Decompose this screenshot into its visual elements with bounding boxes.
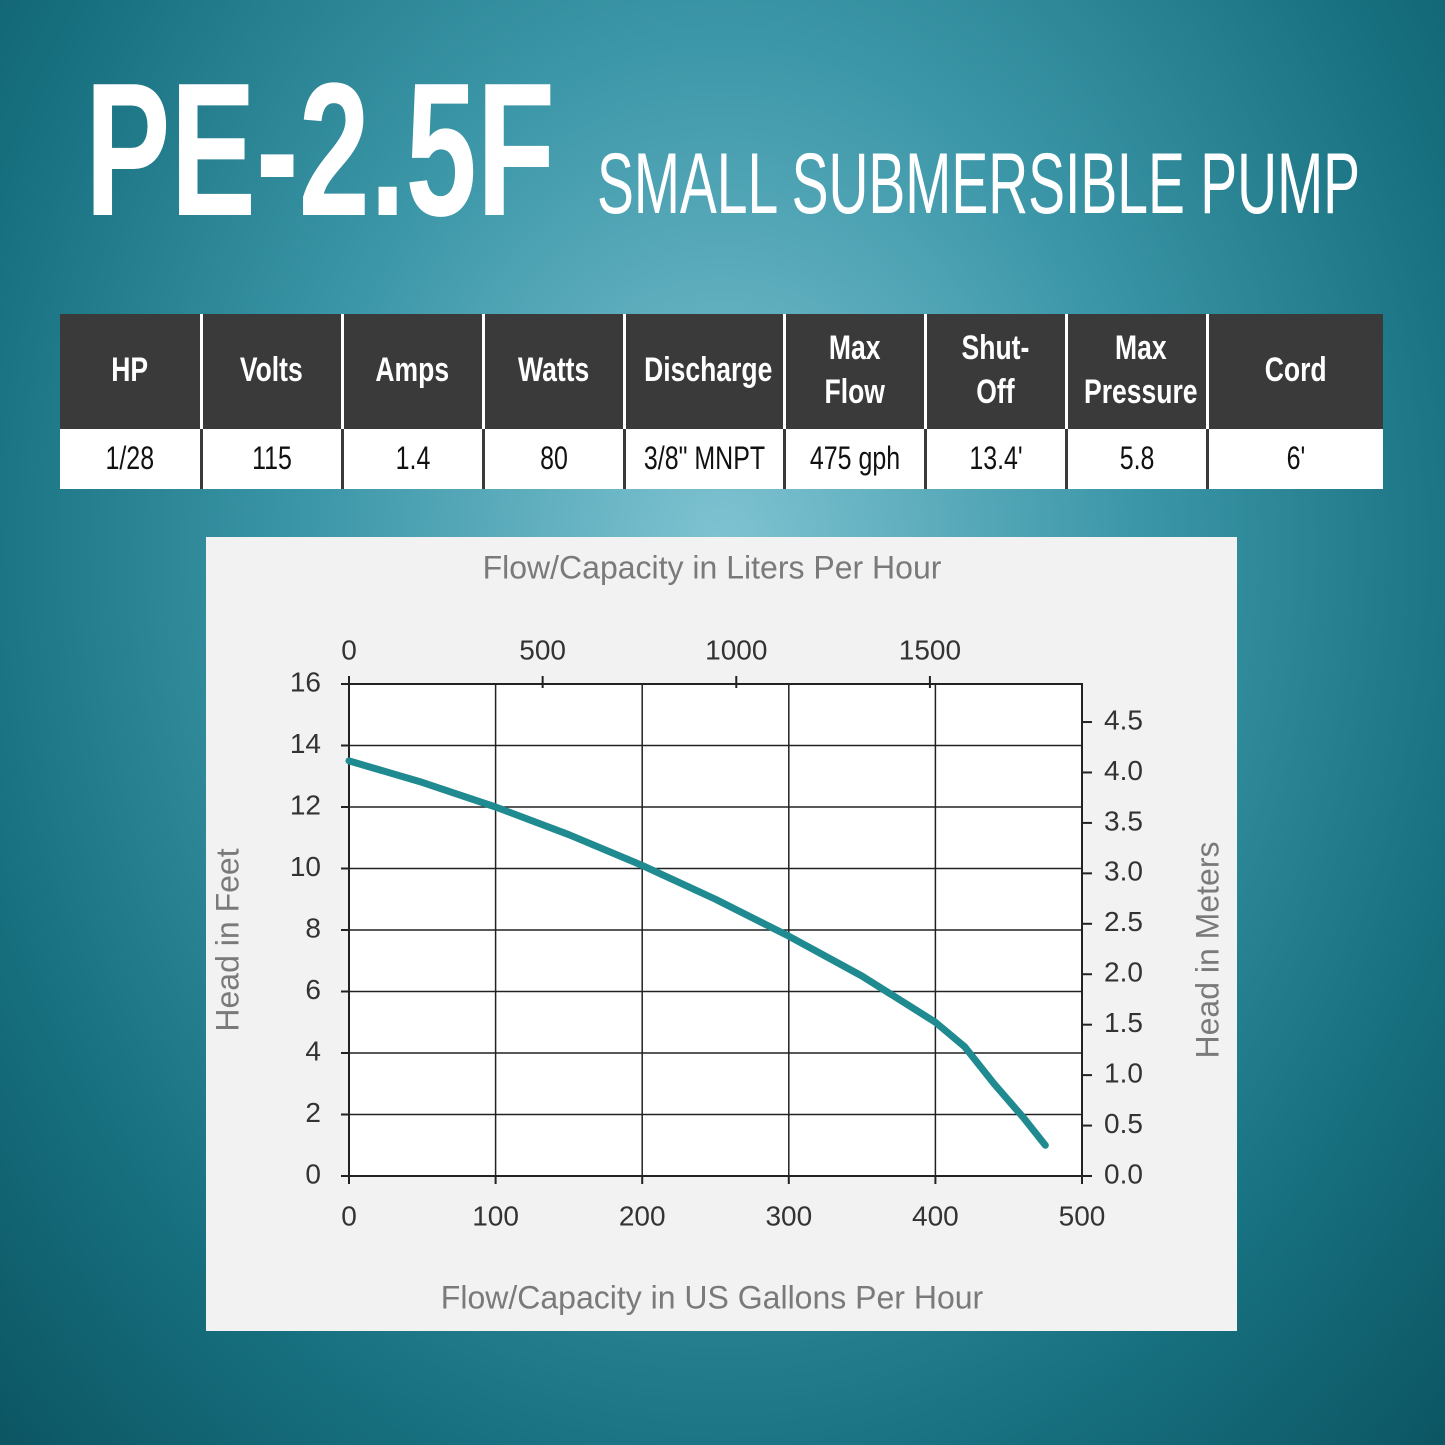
header-cell: Discharge [624, 314, 786, 428]
cell: 5.8 [1066, 426, 1210, 489]
y-tick-label: 4 [305, 1035, 321, 1066]
product-title: PE-2.5F [85, 44, 555, 256]
cell-text: 80 [539, 440, 568, 477]
header-cell: Amps [342, 314, 485, 428]
y2-tick-label: 0.0 [1104, 1158, 1143, 1189]
cell-text: 6' [1286, 440, 1306, 477]
header-text: HP [111, 350, 149, 389]
x2-tick-label: 0 [341, 634, 357, 665]
y-tick-label: 8 [305, 912, 321, 943]
header-cell: HP [60, 314, 203, 428]
y2-tick-label: 1.5 [1104, 1007, 1143, 1038]
header-text: Discharge [643, 350, 773, 389]
x-tick-label: 100 [472, 1200, 519, 1231]
cell: 6' [1207, 426, 1383, 489]
y2-tick-label: 2.5 [1104, 906, 1143, 937]
header-text: Max Pressure [1083, 328, 1198, 411]
cell: 115 [201, 426, 344, 489]
x-tick-label: 200 [619, 1200, 666, 1231]
y2-tick-label: 2.0 [1104, 957, 1143, 988]
y-tick-label: 2 [305, 1097, 321, 1128]
cell: 1.4 [342, 426, 485, 489]
y-axis-title: Head in Feet [209, 848, 245, 1031]
header-text: Amps [375, 350, 450, 389]
x2-tick-label: 1500 [899, 634, 961, 665]
cell-text: 1/28 [105, 440, 155, 477]
x-axis-title: Flow/Capacity in US Gallons Per Hour [441, 1279, 984, 1315]
x-tick-label: 0 [341, 1200, 357, 1231]
header-text: Volts [240, 350, 304, 389]
y2-axis-title: Head in Meters [1189, 842, 1225, 1059]
x-tick-label: 400 [912, 1200, 959, 1231]
cell-text: 1.4 [395, 440, 430, 477]
cell: 13.4' [925, 426, 1068, 489]
y2-tick-label: 3.0 [1104, 856, 1143, 887]
y2-tick-label: 3.5 [1104, 805, 1143, 836]
y2-tick-label: 4.5 [1104, 704, 1143, 735]
pump-curve [345, 757, 1049, 1149]
product-subtitle: SMALL SUBMERSIBLE PUMP [597, 136, 1360, 232]
spec-table: HP Volts Amps Watts Discharge Max Flow S… [60, 314, 1383, 489]
header-text: Watts [518, 350, 590, 389]
y2-tick-label: 1.0 [1104, 1058, 1143, 1089]
y-tick-label: 0 [305, 1158, 321, 1189]
x2-tick-label: 1000 [705, 634, 767, 665]
cell: 1/28 [60, 426, 203, 489]
cell: 475 gph [784, 426, 927, 489]
x-tick-label: 300 [765, 1200, 812, 1231]
y-tick-label: 10 [290, 851, 321, 882]
plot-frame [348, 683, 1083, 1177]
header-text: Max Flow [824, 328, 885, 411]
cell-text: 13.4' [969, 440, 1023, 477]
header-cell: Max Pressure [1066, 314, 1210, 428]
cell: 3/8" MNPT [624, 426, 786, 489]
y-tick-label: 12 [290, 789, 321, 820]
y-tick-label: 16 [290, 666, 321, 697]
x2-tick-label: 500 [519, 634, 566, 665]
y-tick-label: 6 [305, 974, 321, 1005]
cell: 80 [483, 426, 626, 489]
x-tick-label: 500 [1059, 1200, 1106, 1231]
header-cell: Watts [483, 314, 626, 428]
header-cell: Volts [201, 314, 344, 428]
cell-text: 5.8 [1119, 440, 1155, 477]
y-tick-label: 14 [290, 728, 321, 759]
y2-tick-label: 4.0 [1104, 755, 1143, 786]
x2-axis-title: Flow/Capacity in Liters Per Hour [483, 549, 942, 585]
cell-text: 115 [251, 440, 292, 477]
data-row: 1/28 115 1.4 80 3/8" MNPT 475 gph 13.4' … [60, 426, 1383, 489]
header-row: HP Volts Amps Watts Discharge Max Flow S… [60, 314, 1383, 428]
header-cell: Max Flow [784, 314, 927, 428]
header-text: Shut-Off [961, 328, 1030, 411]
header-text: Cord [1265, 350, 1327, 389]
cell-text: 3/8" MNPT [643, 440, 765, 477]
y2-tick-label: 0.5 [1104, 1108, 1143, 1139]
header-cell: Shut-Off [925, 314, 1068, 428]
header-cell: Cord [1207, 314, 1383, 428]
cell-text: 475 gph [809, 440, 900, 477]
